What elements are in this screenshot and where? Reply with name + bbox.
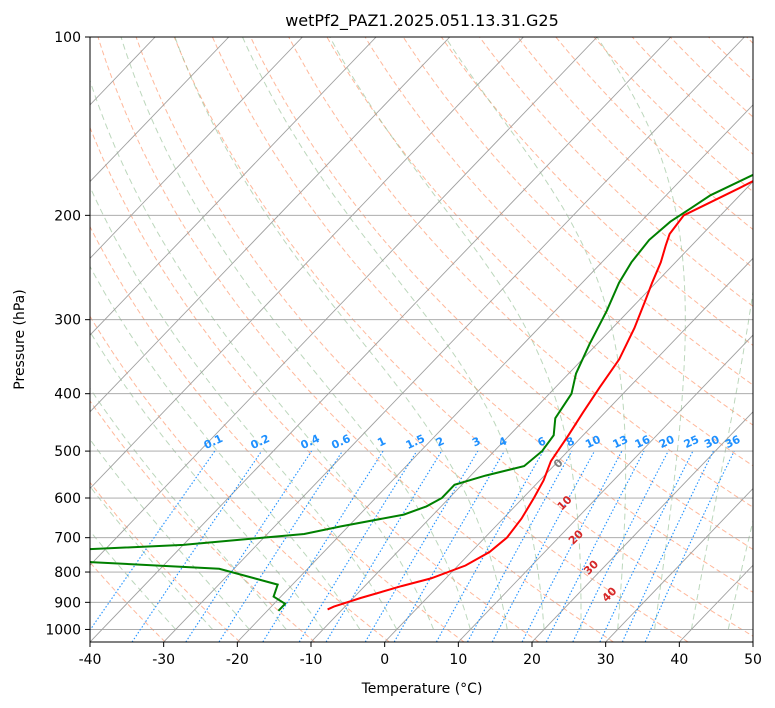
moist-adiabat: [90, 185, 398, 630]
dry-adiabat: [90, 126, 540, 642]
plot-frame: [89, 36, 754, 643]
isotherm-line: [605, 487, 753, 642]
isotherm-line: [90, 37, 672, 642]
isotherm-line: [384, 257, 753, 642]
moist-adiabat: [242, 37, 545, 630]
mixing-ratio-line: [298, 450, 418, 642]
y-tick-label: 300: [54, 313, 81, 329]
mixing-ratio-label: 10: [583, 433, 603, 451]
mixing-ratio-line: [521, 450, 623, 642]
mixing-ratio-line: [185, 450, 313, 642]
dry-adiabat: [364, 37, 753, 426]
y-tick-label: 500: [54, 444, 81, 460]
mixing-ratio-line: [435, 450, 544, 642]
mixing-ratio-line: [545, 450, 645, 642]
dry-adiabat: [135, 37, 689, 642]
mixing-ratio-line: [131, 450, 263, 642]
dry-adiabat: [90, 315, 390, 642]
mixing-ratio-line: [218, 450, 343, 642]
mixing-ratio-line: [599, 450, 694, 642]
y-tick-label: 200: [54, 208, 81, 224]
isotherm-line: [90, 37, 598, 566]
dry-adiabat: [97, 37, 614, 642]
isotherm-line: [458, 334, 753, 642]
mixing-ratio-line: [572, 450, 669, 642]
mixing-ratio-label: 13: [611, 433, 630, 451]
mixing-ratio-label: 30: [702, 433, 722, 451]
x-tick-label: 30: [597, 652, 615, 668]
y-tick-label: 100: [54, 30, 81, 46]
dry-adiabat: [250, 37, 753, 550]
dry-adiabat: [479, 37, 753, 307]
dry-adiabat: [90, 400, 316, 642]
mixing-ratio-label: 16: [633, 433, 653, 451]
x-tick-label: 20: [523, 652, 541, 668]
y-axis-label: Pressure (hPa): [12, 289, 28, 389]
moist-adiabat: [690, 288, 753, 630]
moist-adiabat: [329, 37, 582, 630]
x-tick-label: -20: [226, 652, 249, 668]
chart-title: wetPf2_PAZ1.2025.051.13.31.G25: [285, 11, 559, 31]
moist-adiabat: [90, 79, 435, 630]
y-tick-label: 1000: [45, 622, 81, 638]
y-tick-label: 900: [54, 595, 81, 611]
moist-adiabat: [444, 37, 627, 630]
x-axis-label: Temperature (°C): [361, 681, 483, 697]
mixing-ratio-line: [491, 450, 595, 642]
isotherm-line: [90, 37, 230, 183]
dry-adiabat: [440, 37, 753, 346]
moist-adiabat: [727, 518, 753, 630]
y-tick-label: 800: [54, 565, 81, 581]
moist-adiabat: [174, 37, 508, 630]
mixing-ratio-line: [467, 450, 573, 642]
x-tick-label: -40: [79, 652, 102, 668]
x-tick-label: -30: [152, 652, 175, 668]
mixing-ratio-label: 25: [682, 433, 701, 451]
y-tick-label: 400: [54, 387, 81, 403]
isotherm-line: [531, 411, 753, 642]
mixing-ratio-label: 36: [723, 433, 743, 451]
dewpoint-profile: [90, 173, 753, 612]
x-tick-label: 40: [670, 652, 688, 668]
mixing-ratio-line: [262, 450, 384, 642]
isotherm-line: [90, 37, 451, 413]
isotherm-line: [90, 37, 303, 259]
temperature-profile: [327, 180, 753, 611]
isotherm-line: [237, 104, 753, 642]
x-tick-label: 0: [380, 652, 389, 668]
isotherm-line: [90, 37, 524, 490]
mixing-ratio-line: [325, 450, 443, 642]
mixing-ratio-line: [644, 450, 735, 642]
dry-adiabat: [211, 37, 753, 593]
mixing-ratio-line: [621, 450, 714, 642]
dry-adiabat: [288, 37, 753, 508]
y-tick-label: 600: [54, 491, 81, 507]
moist-adiabat: [90, 438, 250, 630]
isotherm-line: [90, 37, 377, 336]
x-tick-label: -10: [300, 652, 323, 668]
isotherm-line: [310, 180, 753, 642]
y-tick-label: 700: [54, 531, 81, 547]
moist-adiabat: [90, 330, 324, 630]
mixing-ratio-label: 20: [657, 433, 677, 451]
moist-adiabat: [90, 265, 361, 630]
isotherm-line: [163, 37, 745, 642]
x-tick-label: 50: [744, 652, 762, 668]
x-tick-label: 10: [449, 652, 467, 668]
moist-adiabat: [596, 37, 686, 630]
axes-ticks: -40 -30 -20 -10 0 10 20 30 40 50 1000 900 800 700 600 5…: [45, 30, 762, 668]
dry-adiabat: [90, 561, 166, 642]
moist-adiabat: [90, 387, 287, 630]
